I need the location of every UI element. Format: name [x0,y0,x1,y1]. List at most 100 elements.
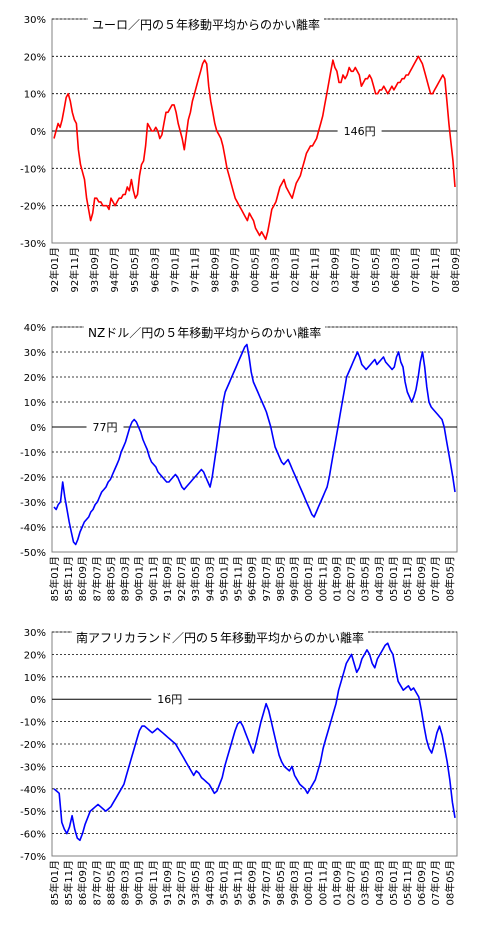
x-tick-label: 06年09月 [415,860,428,905]
y-tick-label: -20% [20,202,46,213]
y-tick-label: 20% [24,52,46,63]
title-background [72,629,369,646]
chart-3: 30% 20% 10% 0% -10% -20% -30% -40% -50% -60% -70% 南… [20,628,458,905]
y-tick-label: -10% [20,164,46,175]
x-tick-label: 91年09月 [161,556,174,601]
y-tick-label: -50% [20,548,46,559]
series-line [53,642,456,842]
x-tick-label: 04年03月 [373,556,386,601]
x-tick-label: 05年11月 [401,860,414,905]
x-tick-label: 92年07月 [175,556,188,601]
x-tick-label: 01年09月 [330,556,343,601]
x-tick-label: 00年11月 [316,556,329,601]
y-tick-label: 20% [24,650,46,661]
x-tick-label: 97年07月 [260,556,273,601]
y-tick-label: -10% [20,718,46,729]
x-tick-label: 85年11月 [62,556,75,601]
x-tick-label: 04年03月 [373,860,386,905]
x-tick-label: 87年07月 [90,860,103,905]
x-tick-label: 95年05月 [128,247,141,292]
x-tick-label: 88年05月 [104,860,117,905]
x-tick-label: 02年07月 [345,556,358,601]
x-tick-label: 08年05月 [443,860,456,905]
y-tick-label: 0% [30,127,46,138]
price-annotation: 77円 [93,421,118,434]
x-tick-label: 90年01月 [133,556,146,601]
x-tick-label: 04年07月 [349,247,362,292]
x-tick-label: 86年09月 [76,860,89,905]
x-tick-label: 98年09月 [208,247,221,292]
x-tick-label: 95年11月 [232,860,245,905]
y-tick-label: 20% [24,373,46,384]
annotation-background [86,421,124,434]
x-tick-label: 99年03月 [288,860,301,905]
x-tick-label: 06年03月 [389,247,402,292]
x-tick-label: 00年05月 [249,247,262,292]
x-tick-label: 95年01月 [217,556,230,601]
series-line [53,55,456,241]
x-tick-label: 99年07月 [228,247,241,292]
x-tick-label: 86年09月 [76,556,89,601]
y-tick-label: -40% [20,523,46,534]
x-tick-label: 03年05月 [359,860,372,905]
x-tick-label: 93年05月 [189,860,202,905]
x-tick-label: 91年09月 [161,860,174,905]
y-tick-label: 10% [24,398,46,409]
x-tick-label: 85年01月 [48,556,61,601]
y-tick-label: -30% [20,762,46,773]
x-tick-label: 00年01月 [302,860,315,905]
x-tick-label: 90年01月 [133,860,146,905]
price-annotation: 16円 [157,693,182,706]
x-tick-label: 97年01月 [168,247,181,292]
chart-1: 30% 20% 10% 0% -10% -20% -30% ユーロ／円の５年移動平均からのかい… [20,15,462,292]
x-tick-label: 94年07月 [108,247,121,292]
y-tick-label: -20% [20,473,46,484]
y-tick-label: 40% [24,323,46,334]
y-tick-label: 30% [24,15,46,26]
x-tick-label: 98年05月 [274,860,287,905]
y-tick-label: -10% [20,448,46,459]
x-tick-label: 03年09月 [329,247,342,292]
chart-title: 南アフリカランド／円の５年移動平均からのかい離率 [76,630,364,645]
x-tick-label: 96年09月 [246,556,259,601]
y-tick-label: 30% [24,348,46,359]
x-tick-label: 92年11月 [68,247,81,292]
x-tick-label: 93年05月 [189,556,202,601]
x-tick-label: 92年01月 [48,247,61,292]
x-tick-label: 07年07月 [429,860,442,905]
x-tick-label: 01年03月 [269,247,282,292]
x-tick-label: 05年05月 [369,247,382,292]
plot-area [51,326,458,553]
y-tick-label: 0% [30,695,46,706]
y-tick-label: -30% [20,239,46,250]
y-tick-label: -70% [20,852,46,863]
y-tick-label: 0% [30,423,46,434]
x-tick-label: 90年11月 [147,860,160,905]
x-tick-label: 94年03月 [203,860,216,905]
x-tick-label: 07年01月 [409,247,422,292]
y-tick-label: 30% [24,628,46,639]
x-tick-label: 02年01月 [289,247,302,292]
x-tick-label: 88年05月 [104,556,117,601]
series-line [53,343,456,546]
x-tick-label: 93年09月 [88,247,101,292]
x-tick-label: 00年01月 [302,556,315,601]
x-tick-label: 96年03月 [148,247,161,292]
x-tick-label: 08年05月 [443,556,456,601]
x-tick-label: 06年09月 [415,556,428,601]
x-tick-label: 03年05月 [359,556,372,601]
x-tick-label: 08年09月 [449,247,462,292]
y-tick-label: -30% [20,498,46,509]
chart-2: 40% 30% 20% 10% 0% -10% -20% -30% -40% -50% NZドル／円… [20,323,458,601]
x-tick-label: 85年11月 [62,860,75,905]
title-background [88,16,325,33]
x-tick-label: 94年03月 [203,556,216,601]
x-tick-label: 95年01月 [217,860,230,905]
y-tick-label: -60% [20,830,46,841]
y-tick-label: -50% [20,807,46,818]
price-annotation: 146円 [344,125,376,138]
annotation-background [151,693,189,707]
x-tick-label: 07年11月 [429,247,442,292]
x-tick-label: 85年01月 [48,860,61,905]
